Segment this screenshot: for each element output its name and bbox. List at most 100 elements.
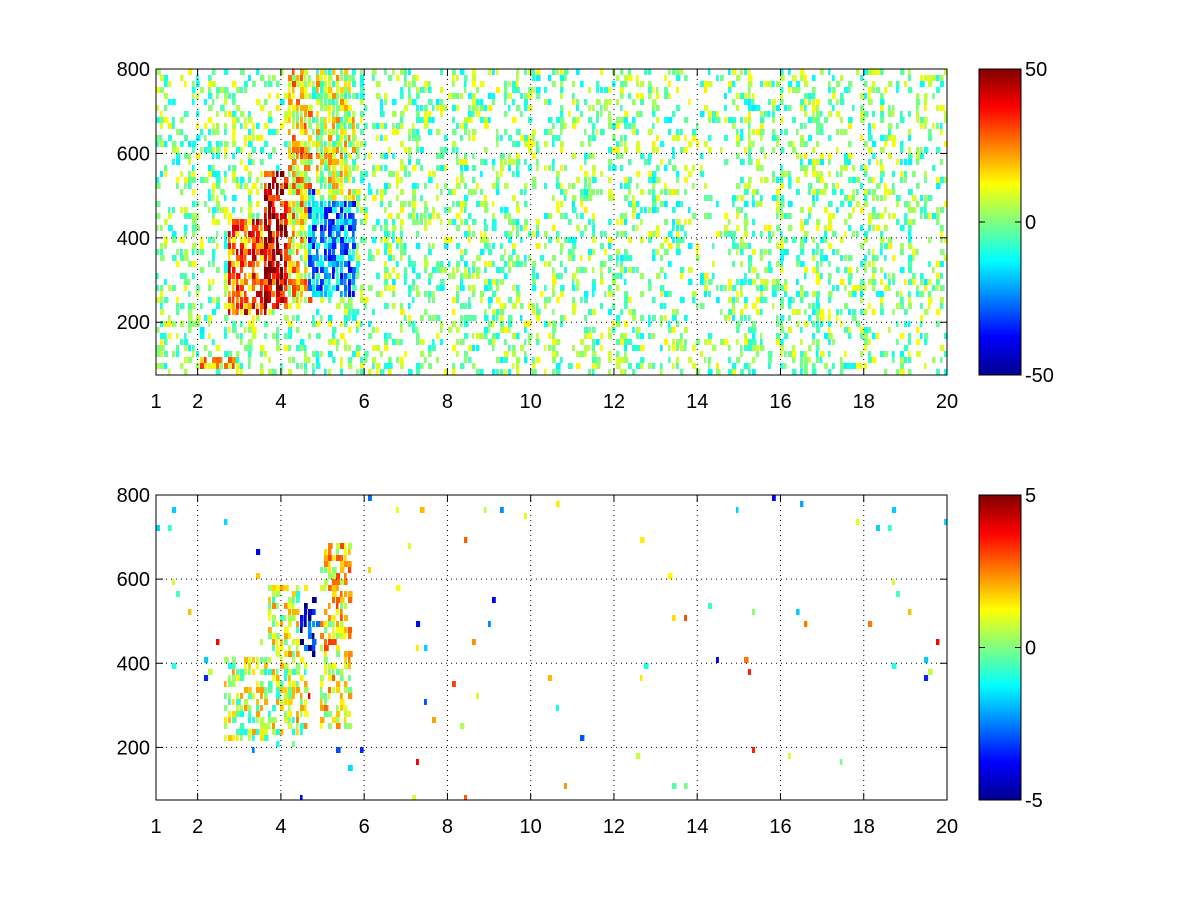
- heatmap-cell: [220, 189, 225, 195]
- heatmap-cell: [636, 147, 641, 153]
- heatmap-cell: [728, 345, 731, 351]
- heatmap-cell: [876, 69, 881, 75]
- heatmap-cell: [248, 363, 251, 369]
- heatmap-cell: [440, 219, 443, 225]
- heatmap-cell: [580, 351, 585, 357]
- heatmap-cell: [752, 189, 756, 195]
- heatmap-cell: [232, 171, 236, 177]
- heatmap-cell: [248, 327, 252, 333]
- heatmap-cell: [864, 111, 869, 117]
- heatmap-cell: [288, 669, 292, 675]
- heatmap-cell: [172, 285, 176, 291]
- heatmap-cell: [324, 699, 327, 705]
- heatmap-cell: [292, 177, 297, 183]
- heatmap-cell: [164, 279, 167, 285]
- heatmap-cell: [320, 297, 324, 303]
- heatmap-cell: [324, 117, 327, 123]
- heatmap-cell: [192, 81, 195, 87]
- heatmap-cell: [348, 135, 351, 141]
- heatmap-cell: [252, 243, 256, 249]
- heatmap-cell: [556, 135, 561, 141]
- heatmap-cell: [496, 315, 499, 321]
- heatmap-cell: [320, 687, 323, 693]
- heatmap-cell: [484, 285, 489, 291]
- heatmap-cell: [424, 357, 427, 363]
- heatmap-cell: [696, 123, 699, 129]
- heatmap-cell: [228, 357, 233, 363]
- heatmap-cell: [300, 111, 303, 117]
- heatmap-cell: [292, 279, 296, 285]
- heatmap-cell: [812, 87, 816, 93]
- heatmap-cell: [264, 669, 268, 675]
- heatmap-cell: [256, 279, 261, 285]
- heatmap-cell: [540, 291, 544, 297]
- heatmap-cell: [916, 183, 920, 189]
- heatmap-cell: [840, 279, 845, 285]
- heatmap-cell: [336, 231, 341, 237]
- heatmap-cell: [400, 177, 403, 183]
- heatmap-cell: [232, 363, 235, 369]
- heatmap-cell: [388, 231, 391, 237]
- colorbar-tick-label: 5: [1025, 485, 1036, 507]
- heatmap-cell: [908, 231, 912, 237]
- heatmap-cell: [320, 267, 325, 273]
- heatmap-cell: [308, 165, 311, 171]
- heatmap-cell: [224, 231, 229, 237]
- heatmap-cell: [208, 351, 212, 357]
- heatmap-cell: [680, 237, 685, 243]
- heatmap-cell: [300, 291, 303, 297]
- heatmap-cell: [240, 705, 243, 711]
- heatmap-cell: [892, 579, 895, 585]
- heatmap-cell: [300, 207, 304, 213]
- heatmap-cell: [192, 147, 195, 153]
- heatmap-cell: [552, 339, 557, 345]
- heatmap-cell: [344, 273, 348, 279]
- heatmap-cell: [312, 129, 315, 135]
- heatmap-cell: [764, 225, 768, 231]
- heatmap-cell: [844, 219, 848, 225]
- heatmap-cell: [876, 225, 881, 231]
- heatmap-cell: [612, 279, 617, 285]
- heatmap-cell: [280, 225, 284, 231]
- heatmap-cell: [332, 249, 335, 255]
- heatmap-cell: [776, 189, 781, 195]
- heatmap-cell: [904, 357, 908, 363]
- heatmap-cell: [332, 117, 337, 123]
- heatmap-cell: [572, 243, 577, 249]
- heatmap-cell: [184, 135, 189, 141]
- heatmap-cell: [708, 69, 711, 75]
- heatmap-cell: [416, 93, 420, 99]
- heatmap-cell: [452, 309, 456, 315]
- heatmap-cell: [704, 141, 708, 147]
- heatmap-cell: [436, 105, 440, 111]
- heatmap-cell: [652, 207, 656, 213]
- heatmap-cell: [332, 627, 335, 633]
- heatmap-cell: [316, 261, 321, 267]
- heatmap-cell: [164, 297, 169, 303]
- heatmap-cell: [572, 117, 576, 123]
- heatmap-cell: [688, 279, 693, 285]
- heatmap-cell: [156, 297, 160, 303]
- heatmap-cell: [544, 261, 548, 267]
- heatmap-cell: [304, 669, 307, 675]
- heatmap-cell: [668, 345, 671, 351]
- heatmap-cell: [184, 279, 189, 285]
- heatmap-cell: [836, 129, 839, 135]
- heatmap-cell: [280, 639, 284, 645]
- heatmap-cell: [684, 117, 689, 123]
- heatmap-cell: [828, 213, 833, 219]
- heatmap-cell: [300, 237, 304, 243]
- heatmap-cell: [680, 147, 684, 153]
- heatmap-cell: [888, 279, 891, 285]
- heatmap-cell: [804, 111, 808, 117]
- heatmap-cell: [780, 231, 783, 237]
- heatmap-cell: [284, 663, 289, 669]
- heatmap-cell: [456, 183, 461, 189]
- heatmap-cell: [848, 117, 853, 123]
- heatmap-cell: [600, 279, 604, 285]
- heatmap-cell: [348, 81, 351, 87]
- heatmap-cell: [332, 615, 336, 621]
- heatmap-cell: [196, 93, 200, 99]
- heatmap-cell: [212, 195, 215, 201]
- heatmap-cell: [488, 105, 493, 111]
